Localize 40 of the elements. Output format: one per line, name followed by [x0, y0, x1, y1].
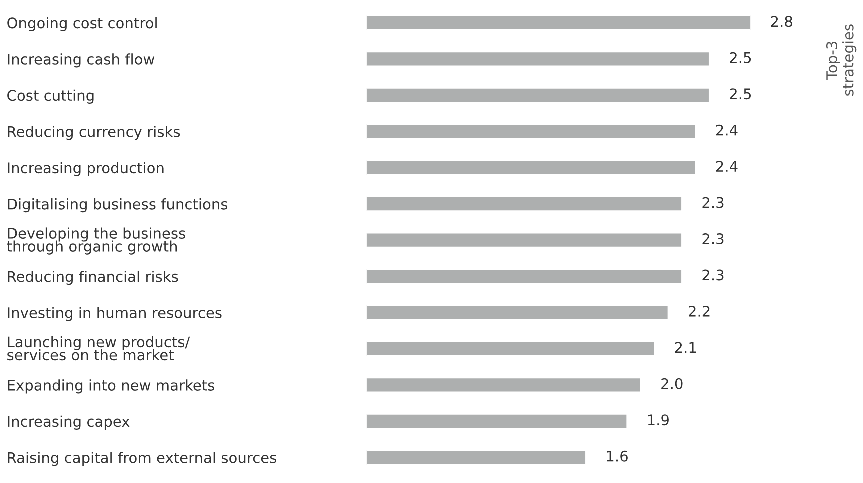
bar — [366, 196, 683, 212]
data-label: 2.0 — [662, 378, 683, 390]
data-label: 2.4 — [716, 161, 738, 172]
data-label: 2.8 — [771, 16, 792, 28]
bar — [366, 87, 710, 104]
y-tick-label: Increasing capex — [8, 416, 130, 430]
y-tick-label: Digitalising business functions — [8, 198, 228, 213]
bar — [366, 413, 628, 430]
bar — [366, 268, 683, 284]
y-tick-label: Investing in human resources — [8, 307, 222, 322]
y-tick-label: Ongoing cost control — [8, 17, 157, 32]
bar — [366, 15, 751, 31]
bar — [366, 51, 710, 68]
data-label: 2.5 — [730, 52, 752, 64]
data-label: 2.4 — [716, 124, 738, 136]
bar — [366, 377, 642, 394]
y-tick-label: Cost cutting — [8, 90, 94, 104]
data-label: 2.1 — [675, 342, 696, 353]
y-tick-label: Launching new products/ services on the market — [8, 336, 190, 361]
y-tick-label: Increasing production — [8, 162, 164, 176]
y-tick-label: Expanding into new markets — [8, 380, 214, 394]
bar — [366, 160, 697, 176]
data-label: 2.2 — [689, 306, 710, 317]
text: Top-3 strategies — [826, 24, 857, 96]
data-label: 2.3 — [702, 197, 724, 208]
y-tick-label: Raising capital from external sources — [8, 452, 276, 466]
y-tick-label: Increasing cash flow — [8, 54, 155, 68]
y-tick-label: Reducing financial risks — [8, 270, 178, 286]
y-tick-label: Developing the business through organic growth — [7, 228, 186, 255]
data-label: 2.5 — [730, 88, 752, 100]
y-tick-label: Reducing currency risks — [8, 126, 180, 140]
bar — [366, 341, 656, 357]
bar — [366, 124, 697, 140]
data-label: 1.6 — [607, 450, 628, 462]
data-label: 2.3 — [702, 233, 724, 245]
bar — [366, 450, 587, 466]
bar — [366, 304, 670, 321]
data-label: 1.9 — [648, 414, 669, 426]
bar — [366, 232, 683, 248]
data-label: 2.3 — [702, 270, 724, 281]
